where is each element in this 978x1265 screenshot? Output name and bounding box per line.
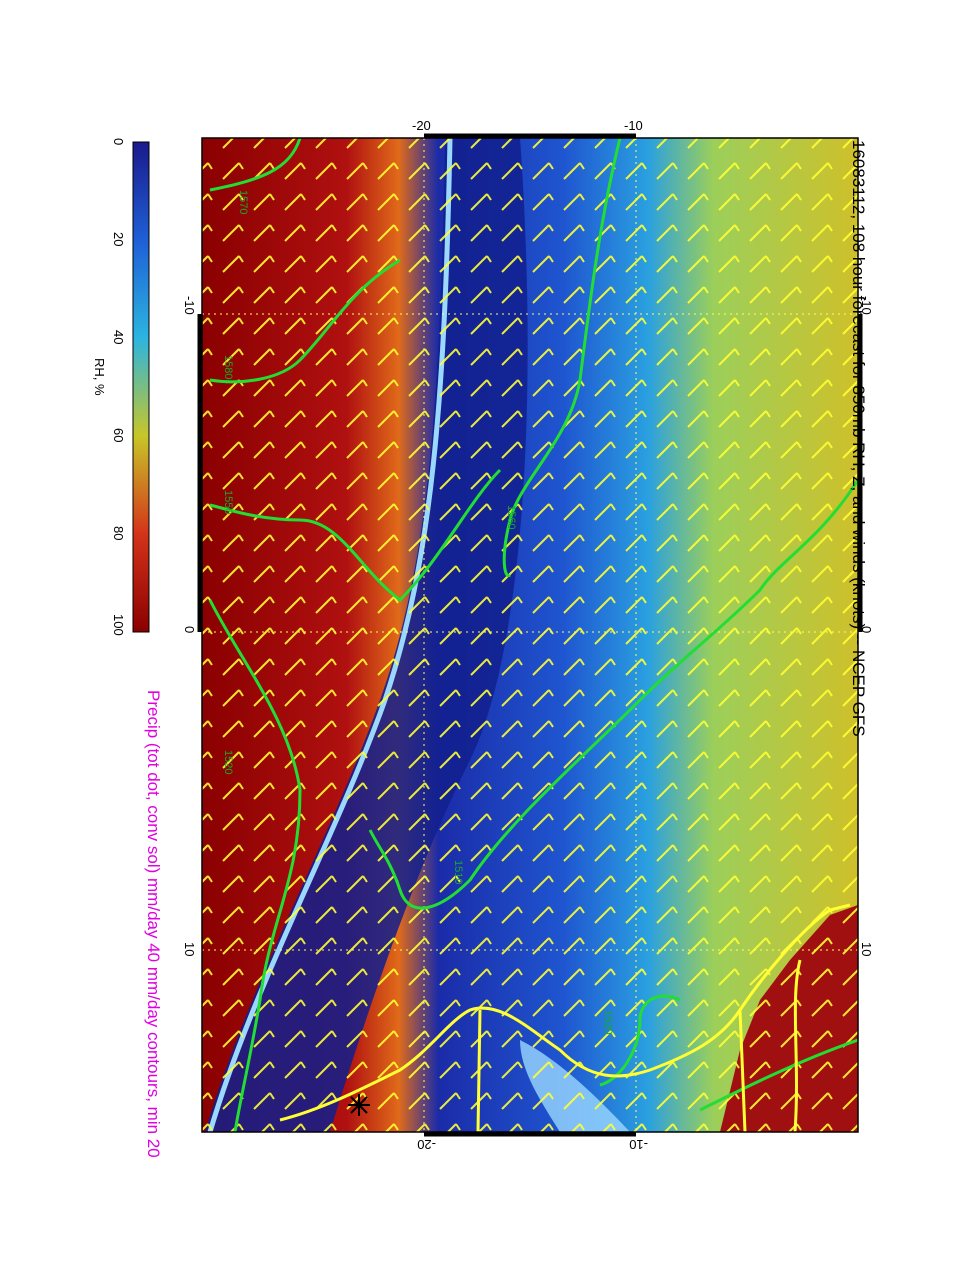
lat-lon-grid	[202, 138, 858, 1132]
station-marker	[348, 1094, 370, 1116]
axis-accents	[197, 133, 863, 1137]
figure-title: 16083112, 108 hour forecast for 850mb RH…	[849, 140, 868, 737]
contour-line	[209, 468, 502, 602]
coastline-path	[279, 903, 851, 1122]
rh-colorbar	[132, 141, 150, 633]
contour-label: 1520	[602, 1010, 614, 1034]
contour-line	[368, 479, 858, 910]
left-tick: 10	[182, 942, 197, 957]
contour-label: 1570	[237, 190, 249, 214]
right-tick: 10	[859, 942, 874, 957]
height-contours	[208, 138, 858, 1132]
colorbar-tick: 100	[111, 614, 126, 636]
border-path	[793, 959, 802, 1132]
bottom-tick: -20	[417, 1137, 436, 1152]
contour-label: 1580	[222, 355, 234, 379]
bottom-tick: -10	[629, 1137, 648, 1152]
colorbar-tick: 80	[111, 526, 126, 541]
wind-barbs-field	[202, 138, 858, 1132]
contour-label: 1560	[505, 505, 517, 529]
contour-line	[209, 258, 401, 384]
left-tick: 0	[182, 626, 197, 634]
contour-line	[208, 599, 302, 1132]
left-tick: -10	[182, 296, 197, 315]
colorbar-label: RH, %	[92, 358, 107, 396]
colorbar-tick: 60	[111, 428, 126, 443]
coastline	[279, 903, 851, 1132]
border-path	[738, 1009, 747, 1132]
colorbar-gradient	[132, 141, 150, 633]
colorbar-tick: 20	[111, 232, 126, 247]
border-path	[476, 1009, 482, 1132]
colorbar-tick: 40	[111, 330, 126, 345]
contour-line	[699, 1038, 858, 1112]
contour-label: 1520	[222, 750, 234, 774]
map-panel	[197, 133, 863, 1137]
contour-label: 1510	[452, 860, 464, 884]
precip-note: Precip (tot dot, conv sol) mm/day 40 mm/…	[144, 690, 163, 1158]
colorbar-tick: 0	[111, 138, 126, 146]
contour-line	[502, 138, 622, 578]
contour-line	[209, 138, 302, 192]
contour-labels: 1570 1580 1550 1560 1520 1510 1520	[222, 190, 614, 1034]
contour-label: 1550	[222, 490, 234, 514]
top-tick: -20	[412, 118, 431, 133]
top-tick: -10	[624, 118, 643, 133]
